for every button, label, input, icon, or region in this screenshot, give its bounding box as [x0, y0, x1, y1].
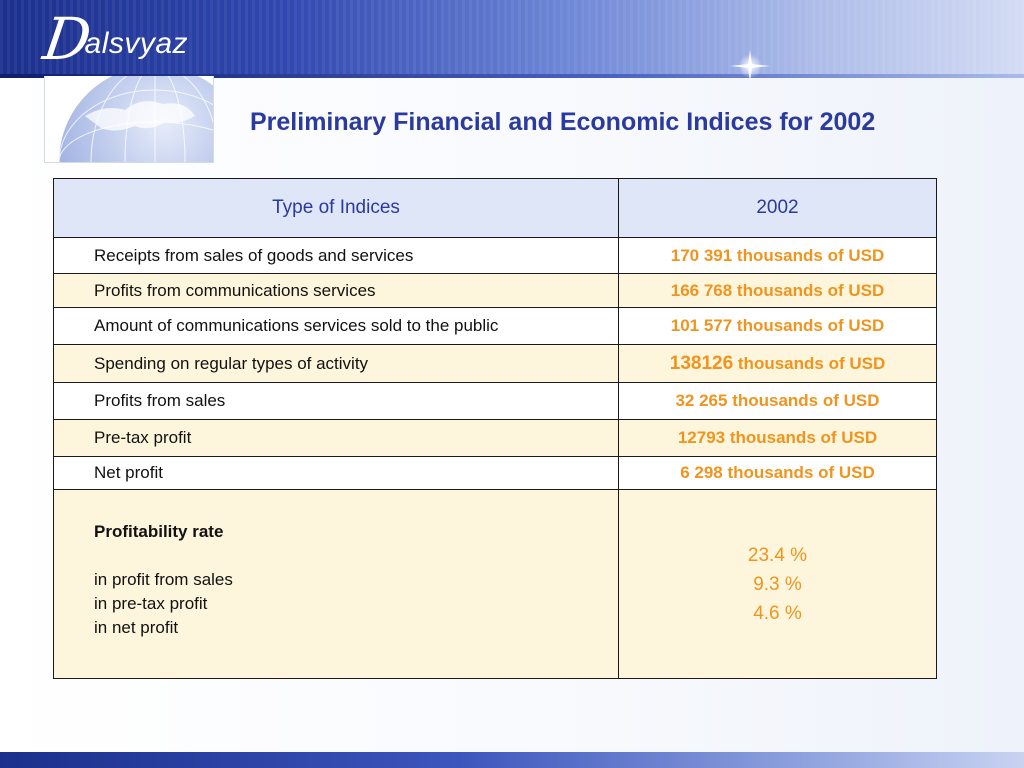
row-label: Profits from sales	[53, 382, 619, 420]
row-label: Pre-tax profit	[53, 419, 619, 457]
profitability-value-pretax: 9.3 %	[753, 573, 802, 595]
table-header-row: Type of Indices 2002	[53, 178, 937, 238]
logo-text: alsvyaz	[84, 27, 189, 60]
row-label: Spending on regular types of activity	[53, 344, 619, 383]
row-value-unit: thousands of USD	[733, 353, 886, 373]
logo-icon: D alsvyaz	[39, 5, 189, 73]
profitability-value-sales: 23.4 %	[747, 544, 808, 566]
header-band: D alsvyaz	[0, 0, 1024, 78]
row-value: 138126 thousands of USD	[618, 344, 937, 383]
sparkle-icon	[730, 50, 770, 78]
row-value: 12793 thousands of USD	[618, 419, 937, 457]
table-row: Receipts from sales of goods and service…	[53, 237, 937, 274]
row-value: 101 577 thousands of USD	[618, 307, 937, 345]
header-stripes	[0, 0, 1024, 78]
row-label: Receipts from sales of goods and service…	[53, 237, 619, 274]
profitability-row: Profitability rate in profit from sales …	[53, 489, 937, 679]
footer-band	[0, 752, 1024, 768]
profitability-item-net: in net profit	[94, 618, 179, 637]
logo-mark: D	[39, 5, 96, 73]
profitability-item-sales: in profit from sales	[94, 570, 233, 589]
row-value: 170 391 thousands of USD	[618, 237, 937, 274]
row-label: Net profit	[53, 456, 619, 490]
table-row: Profits from sales 32 265 thousands of U…	[53, 382, 937, 420]
table-row: Amount of communications services sold t…	[53, 307, 937, 345]
profitability-title: Profitability rate	[94, 522, 224, 541]
row-label: Profits from communications services	[53, 273, 619, 308]
page-title: Preliminary Financial and Economic Indic…	[250, 108, 876, 136]
profitability-labels: Profitability rate in profit from sales …	[53, 489, 619, 679]
column-header-type: Type of Indices	[53, 178, 619, 238]
table-row: Net profit 6 298 thousands of USD	[53, 456, 937, 490]
row-label: Amount of communications services sold t…	[53, 307, 619, 345]
header-divider	[0, 74, 1024, 78]
row-value-number: 138126	[669, 352, 734, 374]
table-row: Profits from communications services 166…	[53, 273, 937, 308]
table-row: Pre-tax profit 12793 thousands of USD	[53, 419, 937, 457]
row-value: 166 768 thousands of USD	[618, 273, 937, 308]
profitability-item-pretax: in pre-tax profit	[94, 594, 208, 613]
indices-table: Type of Indices 2002 Receipts from sales…	[53, 178, 937, 679]
row-value: 6 298 thousands of USD	[618, 456, 937, 490]
table-row: Spending on regular types of activity 13…	[53, 344, 937, 383]
profitability-value-net: 4.6 %	[753, 602, 802, 624]
globe-icon	[44, 76, 214, 163]
column-header-year: 2002	[618, 178, 937, 238]
profitability-values: 23.4 % 9.3 % 4.6 %	[618, 489, 937, 679]
row-value: 32 265 thousands of USD	[618, 382, 937, 420]
